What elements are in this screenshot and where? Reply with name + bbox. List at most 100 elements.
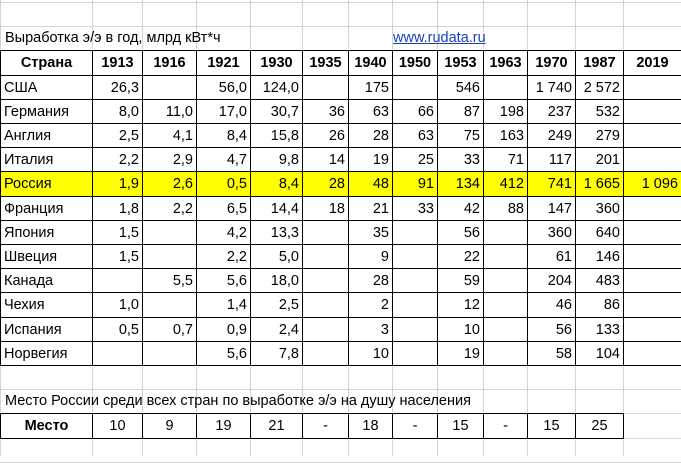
value-cell: 86 (575, 292, 624, 318)
value-cell: 237 (527, 99, 576, 124)
value-cell: 28 (302, 171, 349, 197)
value-cell (483, 341, 528, 366)
grid-line-h (0, 26, 681, 27)
country-cell: Испания (0, 317, 93, 342)
value-cell (392, 268, 438, 293)
value-cell: 1 096 (623, 171, 681, 197)
country-cell: Норвегия (0, 341, 93, 366)
country-cell: Англия (0, 123, 93, 148)
country-cell: Чехия (0, 292, 93, 318)
header-cell: 1963 (483, 50, 528, 76)
value-cell: 2,2 (196, 244, 251, 269)
value-cell: 8,0 (92, 99, 143, 124)
header-cell: 2019 (623, 50, 681, 76)
value-cell: 75 (437, 123, 484, 148)
rank-cell: 15 (527, 413, 576, 439)
value-cell: 5,6 (196, 268, 251, 293)
value-cell: 0,9 (196, 317, 251, 342)
value-cell (483, 268, 528, 293)
grid-line-h (0, 389, 681, 390)
rank-label: Место (0, 413, 93, 439)
value-cell (302, 244, 349, 269)
value-cell: 249 (527, 123, 576, 148)
country-cell: Италия (0, 147, 93, 172)
value-cell: 532 (575, 99, 624, 124)
value-cell: 33 (437, 147, 484, 172)
value-cell: 2,5 (250, 292, 303, 318)
value-cell (483, 244, 528, 269)
country-cell: Швеция (0, 244, 93, 269)
value-cell: 2,9 (142, 147, 197, 172)
value-cell (623, 292, 681, 318)
value-cell (623, 317, 681, 342)
note: Место России среди всех стран по выработ… (5, 393, 471, 409)
value-cell (142, 341, 197, 366)
value-cell: 279 (575, 123, 624, 148)
value-cell: 18 (302, 196, 349, 221)
header-cell: 1987 (575, 50, 624, 76)
value-cell: 2,6 (142, 171, 197, 197)
value-cell: 1,5 (92, 220, 143, 245)
value-cell: 36 (302, 99, 349, 124)
value-cell: 1 740 (527, 75, 576, 100)
value-cell: 5,0 (250, 244, 303, 269)
value-cell: 33 (392, 196, 438, 221)
value-cell: 18,0 (250, 268, 303, 293)
rank-cell: - (302, 413, 349, 439)
value-cell: 28 (348, 268, 393, 293)
value-cell: 88 (483, 196, 528, 221)
value-cell: 117 (527, 147, 576, 172)
value-cell: 19 (437, 341, 484, 366)
rank-cell: - (483, 413, 528, 439)
value-cell: 28 (348, 123, 393, 148)
value-cell: 3 (348, 317, 393, 342)
value-cell: 0,7 (142, 317, 197, 342)
header-cell: Страна (0, 50, 93, 76)
value-cell: 14 (302, 147, 349, 172)
value-cell: 8,4 (250, 171, 303, 197)
value-cell: 30,7 (250, 99, 303, 124)
value-cell: 10 (437, 317, 484, 342)
value-cell (483, 220, 528, 245)
value-cell: 91 (392, 171, 438, 197)
rank-cell: 19 (196, 413, 251, 439)
rank-cell: 9 (142, 413, 197, 439)
value-cell: 8,4 (196, 123, 251, 148)
value-cell (92, 268, 143, 293)
rank-cell: 21 (250, 413, 303, 439)
value-cell: 26,3 (92, 75, 143, 100)
value-cell (392, 292, 438, 318)
value-cell: 360 (575, 196, 624, 221)
rank-cell: 10 (92, 413, 143, 439)
value-cell (483, 75, 528, 100)
value-cell: 2,5 (92, 123, 143, 148)
country-cell: Россия (0, 171, 93, 197)
title: Выработка э/э в год, млрд кВт*ч (5, 30, 221, 46)
value-cell (302, 317, 349, 342)
value-cell (302, 75, 349, 100)
value-cell: 1,5 (92, 244, 143, 269)
value-cell: 134 (437, 171, 484, 197)
value-cell: 2,2 (142, 196, 197, 221)
value-cell: 133 (575, 317, 624, 342)
value-cell (623, 147, 681, 172)
value-cell: 66 (392, 99, 438, 124)
value-cell: 0,5 (92, 317, 143, 342)
value-cell (302, 292, 349, 318)
header-cell: 1970 (527, 50, 576, 76)
value-cell: 56 (527, 317, 576, 342)
value-cell (623, 220, 681, 245)
value-cell: 14,4 (250, 196, 303, 221)
value-cell: 22 (437, 244, 484, 269)
value-cell: 4,7 (196, 147, 251, 172)
value-cell: 46 (527, 292, 576, 318)
value-cell: 1,4 (196, 292, 251, 318)
value-cell (302, 341, 349, 366)
value-cell: 146 (575, 244, 624, 269)
value-cell: 25 (392, 147, 438, 172)
header-cell: 1921 (196, 50, 251, 76)
value-cell (623, 244, 681, 269)
value-cell (623, 341, 681, 366)
header-cell: 1950 (392, 50, 438, 76)
header-cell: 1930 (250, 50, 303, 76)
